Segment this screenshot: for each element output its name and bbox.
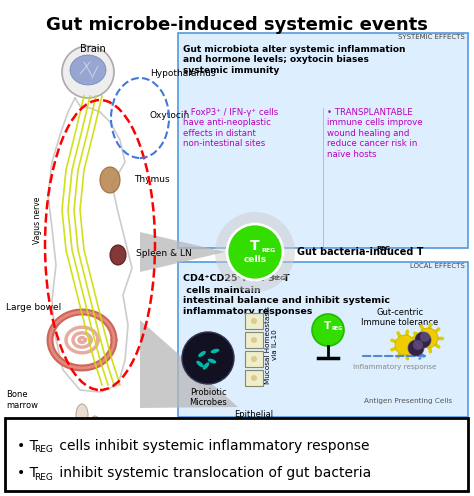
Circle shape bbox=[251, 375, 257, 381]
Polygon shape bbox=[140, 232, 225, 272]
Text: Antigen Presenting Cells: Antigen Presenting Cells bbox=[364, 398, 452, 404]
Text: Bone
marrow: Bone marrow bbox=[6, 390, 38, 410]
Text: Mucosal Homeostasis
via IL-10: Mucosal Homeostasis via IL-10 bbox=[265, 306, 279, 384]
Text: Probiotic
Microbes: Probiotic Microbes bbox=[189, 388, 227, 407]
FancyBboxPatch shape bbox=[5, 418, 468, 491]
Circle shape bbox=[415, 332, 431, 348]
Text: Brain: Brain bbox=[80, 44, 106, 54]
Text: Gut microbe-induced systemic events: Gut microbe-induced systemic events bbox=[46, 16, 428, 34]
FancyBboxPatch shape bbox=[178, 33, 468, 248]
Text: REG: REG bbox=[332, 326, 343, 331]
Text: REG: REG bbox=[261, 248, 275, 252]
Circle shape bbox=[420, 332, 430, 342]
Ellipse shape bbox=[100, 167, 120, 193]
Text: T: T bbox=[324, 321, 332, 331]
Text: cells: cells bbox=[244, 255, 266, 264]
Text: Inflammatory response: Inflammatory response bbox=[353, 364, 437, 370]
Text: SYSTEMIC EFFECTS: SYSTEMIC EFFECTS bbox=[398, 34, 465, 40]
Text: Large bowel: Large bowel bbox=[6, 304, 61, 312]
Ellipse shape bbox=[198, 351, 206, 357]
Text: REG: REG bbox=[271, 276, 285, 281]
Circle shape bbox=[251, 318, 257, 324]
Circle shape bbox=[251, 356, 257, 362]
Ellipse shape bbox=[210, 349, 219, 353]
Text: inhibit systemic translocation of gut bacteria: inhibit systemic translocation of gut ba… bbox=[55, 466, 371, 480]
Circle shape bbox=[408, 340, 424, 356]
Ellipse shape bbox=[196, 361, 204, 367]
Ellipse shape bbox=[70, 55, 106, 85]
Circle shape bbox=[215, 212, 295, 292]
Circle shape bbox=[62, 46, 114, 98]
Text: Hypothalamus: Hypothalamus bbox=[150, 69, 216, 78]
Circle shape bbox=[227, 224, 283, 280]
Ellipse shape bbox=[110, 245, 126, 265]
FancyBboxPatch shape bbox=[245, 370, 263, 386]
FancyBboxPatch shape bbox=[178, 262, 468, 417]
Text: Oxytocin: Oxytocin bbox=[150, 111, 190, 120]
Text: Thymus: Thymus bbox=[134, 175, 170, 184]
Text: Spleen & LN: Spleen & LN bbox=[136, 249, 192, 258]
Text: • T: • T bbox=[17, 439, 38, 453]
Ellipse shape bbox=[90, 416, 100, 434]
Circle shape bbox=[182, 332, 234, 384]
Ellipse shape bbox=[208, 359, 216, 364]
Text: Gut-centric
Immune tolerance: Gut-centric Immune tolerance bbox=[361, 308, 438, 327]
FancyBboxPatch shape bbox=[245, 332, 263, 348]
Polygon shape bbox=[140, 320, 238, 408]
Circle shape bbox=[312, 314, 344, 346]
FancyBboxPatch shape bbox=[245, 351, 263, 367]
Ellipse shape bbox=[203, 362, 210, 370]
Text: • TRANSPLANTABLE
immune cells improve
wound healing and
reduce cancer risk in
na: • TRANSPLANTABLE immune cells improve wo… bbox=[327, 108, 423, 159]
Ellipse shape bbox=[76, 404, 88, 426]
Text: REG: REG bbox=[34, 445, 53, 454]
Text: T: T bbox=[250, 239, 260, 253]
Text: Gut bacteria-induced T: Gut bacteria-induced T bbox=[297, 247, 423, 257]
Text: • FoxP3⁺ / IFN-γ⁺ cells
have anti-neoplastic
effects in distant
non-intestinal s: • FoxP3⁺ / IFN-γ⁺ cells have anti-neopla… bbox=[183, 108, 278, 148]
Text: Vagus nerve: Vagus nerve bbox=[34, 196, 43, 244]
Text: • T: • T bbox=[17, 466, 38, 480]
Text: REG: REG bbox=[376, 247, 390, 251]
Text: REG: REG bbox=[34, 473, 53, 482]
Text: CD4⁺CD25⁺FoxP3⁺ T: CD4⁺CD25⁺FoxP3⁺ T bbox=[183, 274, 290, 283]
Text: Epithelial
Integrity: Epithelial Integrity bbox=[235, 410, 273, 430]
Circle shape bbox=[395, 335, 415, 355]
Circle shape bbox=[251, 337, 257, 343]
Circle shape bbox=[418, 328, 438, 348]
FancyBboxPatch shape bbox=[245, 313, 263, 329]
Text: Gut microbiota alter systemic inflammation
and hormone levels; oxytocin biases
s: Gut microbiota alter systemic inflammati… bbox=[183, 45, 405, 75]
Text: LOCAL EFFECTS: LOCAL EFFECTS bbox=[410, 263, 465, 269]
Circle shape bbox=[413, 340, 423, 350]
Text: cells maintain
intestinal balance and inhibit systemic
inflammatory responses: cells maintain intestinal balance and in… bbox=[183, 286, 390, 316]
Text: cells inhibit systemic inflammatory response: cells inhibit systemic inflammatory resp… bbox=[55, 439, 370, 453]
